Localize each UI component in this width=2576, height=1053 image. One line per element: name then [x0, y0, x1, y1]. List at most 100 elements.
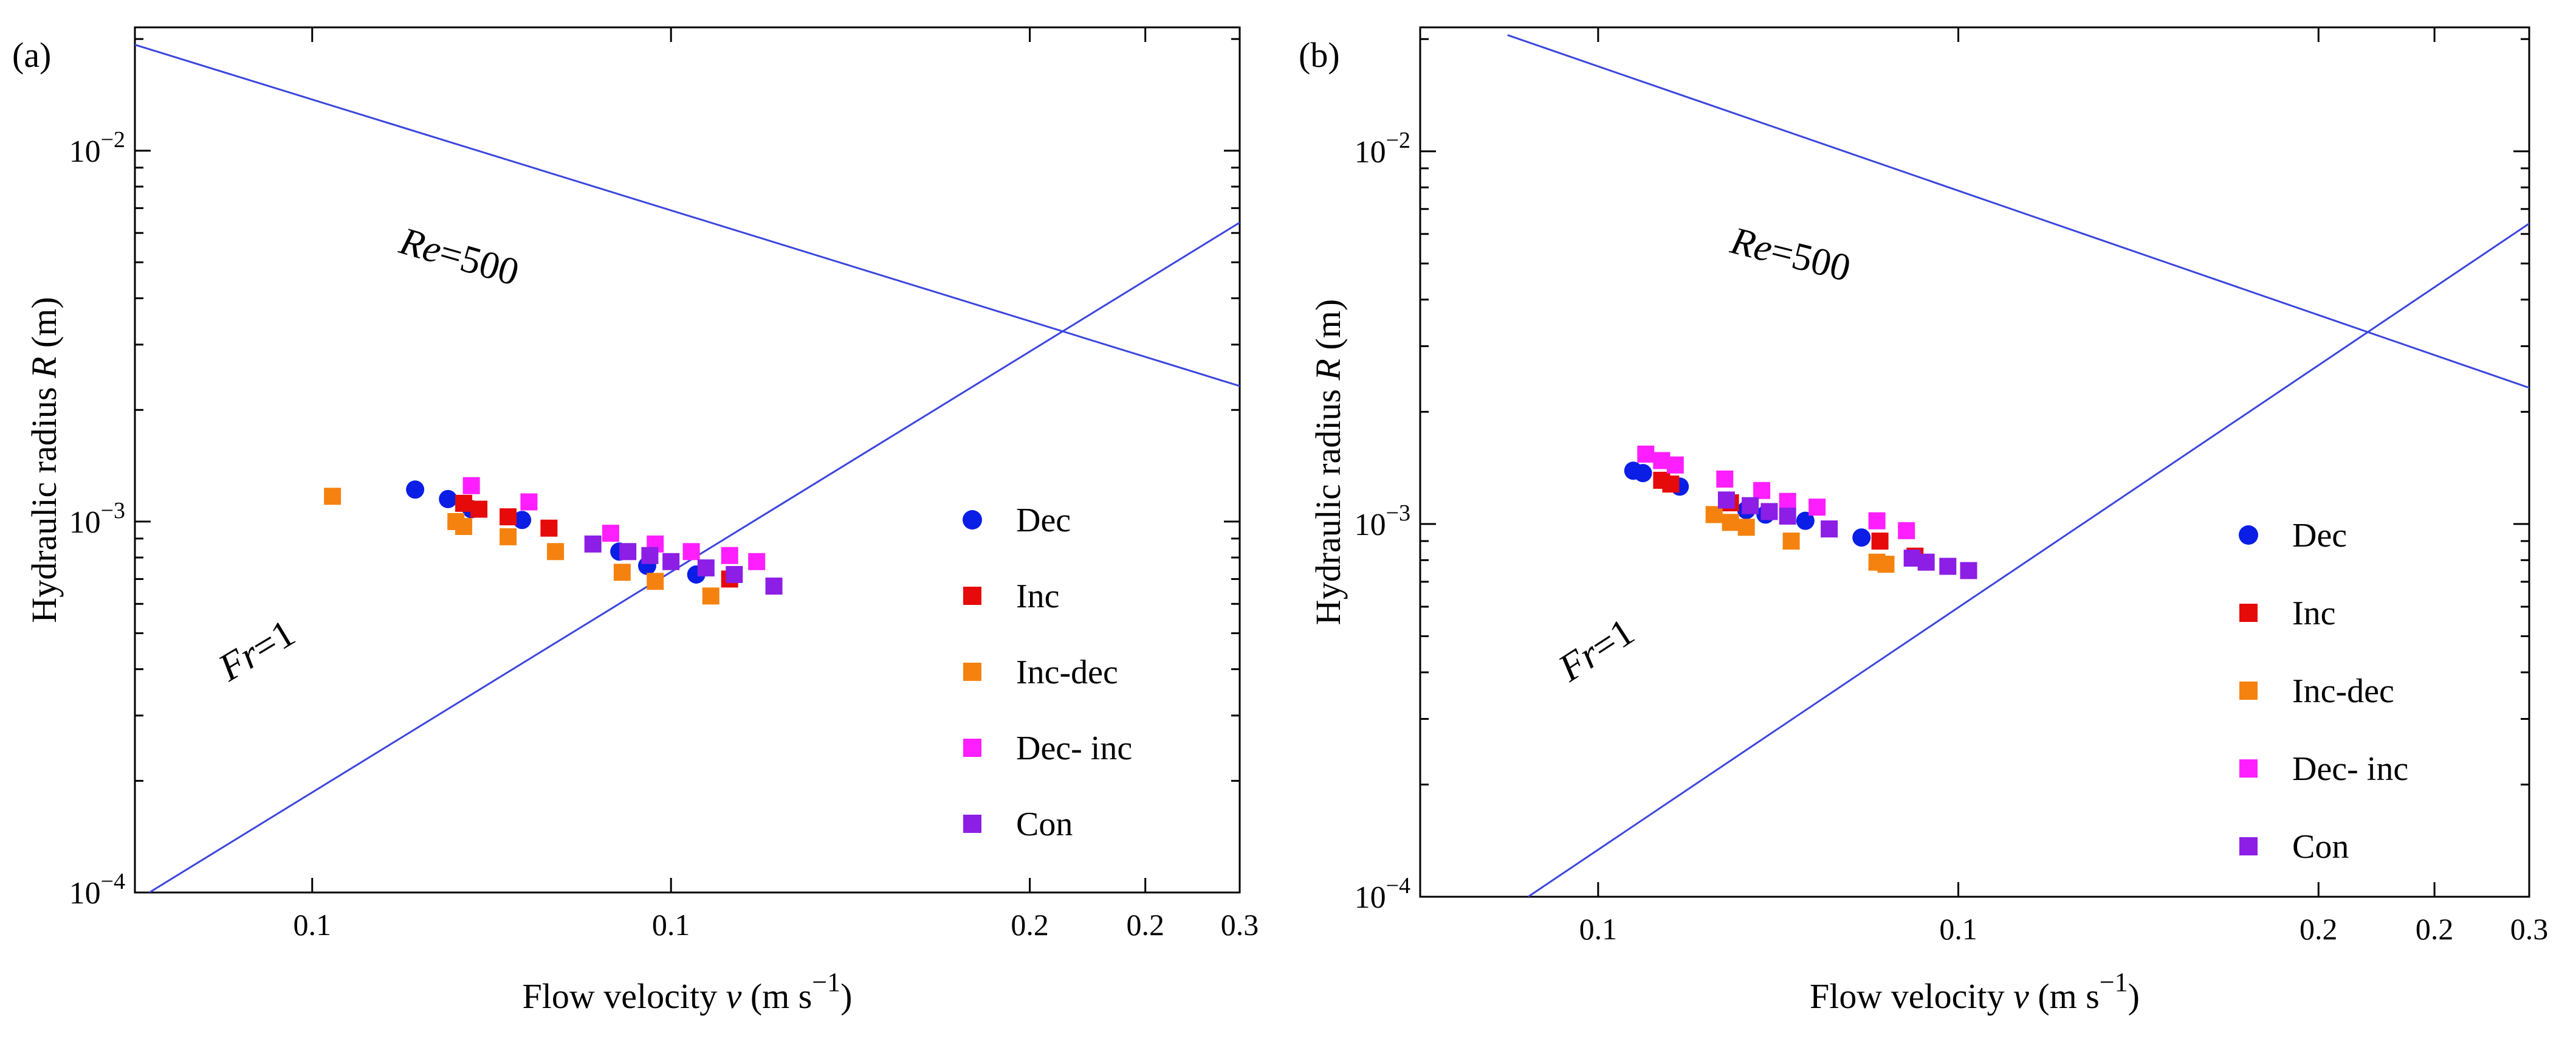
y-axis-title: Hydraulic radius R (m): [1308, 299, 1348, 625]
x-axis-title: Flow velocity v (m s−1): [523, 967, 853, 1016]
data-point: [765, 578, 783, 595]
data-point: [647, 573, 664, 590]
legend: Dec Inc Inc-dec Dec- inc Con: [963, 502, 1132, 843]
data-point: [1717, 491, 1735, 509]
data-point: [1753, 482, 1771, 499]
legend-marker: [2239, 682, 2258, 700]
chart-panel-a: (a) 10−2 10−3 10−4 0.1 0.1 0.2 0.2 0.3 Flow veloc…: [12, 26, 1259, 1016]
data-point: [439, 489, 458, 508]
legend-marker: [963, 663, 981, 681]
x-tick-label: 0.2: [2300, 912, 2338, 946]
legend-label: Inc: [1016, 578, 1060, 615]
series-con: [1717, 491, 1977, 579]
plot-area: [1507, 34, 2529, 897]
data-point: [1633, 464, 1652, 483]
panel-label: (a): [12, 35, 51, 75]
data-point: [500, 508, 517, 526]
x-tick-label: 0.3: [1221, 908, 1259, 942]
data-point: [613, 564, 631, 581]
legend-marker: [2239, 604, 2258, 622]
legend-marker: [2239, 759, 2258, 778]
legend-label: Inc-dec: [2292, 672, 2394, 710]
x-tick-label: 0.1: [1939, 912, 1977, 946]
legend-label: Dec: [2292, 517, 2347, 554]
legend-label: Dec- inc: [1016, 730, 1132, 767]
x-tick-label: 0.1: [1579, 912, 1618, 946]
data-point: [1808, 499, 1826, 516]
data-point: [1917, 553, 1935, 571]
data-point: [470, 500, 488, 518]
y-tick-label: 10−3: [69, 498, 125, 540]
data-point: [702, 587, 720, 605]
data-point: [1960, 562, 1977, 579]
x-tick-label: 0.2: [1126, 908, 1164, 942]
data-point: [520, 493, 538, 511]
x-axis-title: Flow velocity v (m s−1): [1810, 967, 2140, 1016]
y-tick-label: 10−2: [1355, 128, 1410, 170]
series-con: [584, 535, 783, 595]
legend-marker: [2239, 525, 2258, 545]
legend-marker: [2239, 837, 2258, 855]
reference-label-fr: Fr=1: [211, 611, 303, 689]
data-point: [1939, 558, 1957, 575]
data-point: [697, 559, 715, 577]
legend-label: Con: [1016, 806, 1073, 843]
data-point: [602, 525, 619, 542]
legend: Dec Inc Inc-dec Dec- inc Con: [2239, 517, 2408, 866]
legend-marker: [963, 739, 981, 757]
plot-frame: [134, 26, 1241, 894]
y-axis-title: Hydraulic radius R (m): [24, 297, 64, 623]
reference-line-fr: [1527, 223, 2529, 897]
data-point: [462, 477, 480, 494]
y-tick-label: 10−4: [69, 869, 125, 911]
data-point: [1705, 506, 1723, 523]
data-point: [324, 488, 342, 505]
y-tick-label: 10−2: [69, 127, 125, 169]
x-tick-label: 0.1: [652, 908, 690, 942]
reference-line-re: [135, 44, 1240, 387]
reference-label-re: Re=500: [394, 219, 523, 294]
reference-line-re: [1507, 34, 2529, 389]
legend-marker: [963, 815, 981, 833]
data-point: [455, 517, 473, 535]
data-point: [726, 565, 743, 583]
plot-frame: [1419, 26, 2530, 898]
plot-area: [135, 44, 1240, 892]
data-point: [1779, 507, 1796, 525]
legend-label: Dec: [1016, 502, 1071, 539]
data-point: [641, 547, 659, 564]
reference-label-re: Re=500: [1726, 218, 1855, 289]
series-dec-inc: [1637, 445, 1915, 539]
data-point: [500, 528, 517, 545]
data-point: [1662, 475, 1680, 493]
data-point: [1898, 522, 1915, 539]
data-point: [721, 547, 738, 564]
reference-label-fr: Fr=1: [1550, 610, 1641, 690]
data-point: [1779, 492, 1796, 510]
x-tick-label: 0.2: [2416, 912, 2454, 946]
data-point: [1877, 556, 1895, 573]
data-point: [682, 543, 700, 561]
chart-panel-b: (b) 10−2 10−3 10−4 0.1 0.1 0.2 0.2 0.3 Flow veloc…: [1299, 26, 2548, 1016]
data-point: [1737, 519, 1755, 536]
series-inc-dec: [1705, 506, 1895, 573]
data-point: [619, 543, 637, 561]
data-point: [584, 535, 602, 553]
legend-label: Con: [2292, 828, 2349, 866]
panel-label: (b): [1299, 35, 1340, 75]
data-point: [1760, 503, 1778, 520]
data-point: [406, 480, 425, 499]
data-point: [540, 519, 558, 537]
data-point: [455, 494, 473, 512]
legend-marker: [963, 510, 982, 530]
data-point: [1782, 532, 1800, 550]
data-point: [662, 553, 680, 570]
data-point: [1666, 456, 1684, 474]
data-point: [1868, 512, 1886, 530]
data-point: [1871, 532, 1889, 550]
data-point: [1796, 511, 1815, 530]
y-tick-label: 10−3: [1355, 500, 1410, 542]
legend-label: Inc: [2292, 595, 2336, 632]
